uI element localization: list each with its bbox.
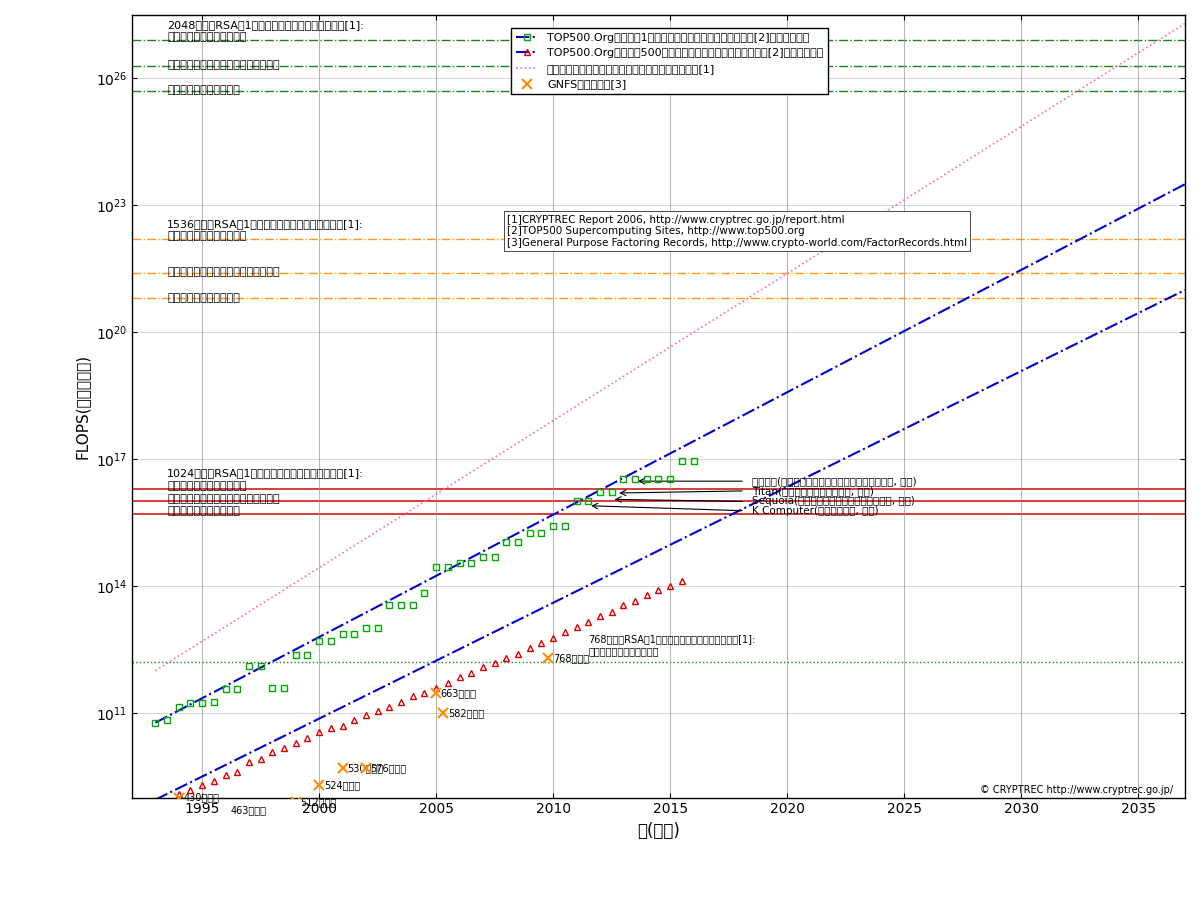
Text: 実メモリ制約有りの場合: 実メモリ制約有りの場合: [167, 481, 246, 491]
Y-axis label: FLOPS(ピーク性能): FLOPS(ピーク性能): [74, 354, 90, 459]
Text: 576ビット: 576ビット: [371, 763, 407, 773]
Text: 天河二号(天津国立スーパーコンピュータセンター, 中国): 天河二号(天津国立スーパーコンピュータセンター, 中国): [752, 476, 917, 486]
Legend: TOP500.Orgにおける1位のスーパーコンピューターの性能[2]とその外挿線, TOP500.Orgにおける500位のスーパーコンピューターの性能[2]とそ: TOP500.Orgにおける1位のスーパーコンピューターの性能[2]とその外挿線…: [511, 29, 828, 94]
Text: 実メモリ制約無しの場合: 実メモリ制約無しの場合: [167, 292, 240, 302]
Text: 524ビット: 524ビット: [324, 779, 360, 790]
Text: 430ビット: 430ビット: [184, 793, 220, 803]
Text: パラメータ選択による改善有りの場合: パラメータ選択による改善有りの場合: [167, 267, 280, 277]
X-axis label: 年(西暦): 年(西暦): [637, 822, 680, 840]
Text: Titan(オークリッジ国立研究所, 米国): Titan(オークリッジ国立研究所, 米国): [752, 486, 874, 496]
Text: 実メモリ制約無しの場合: 実メモリ制約無しの場合: [167, 507, 240, 517]
Text: 663ビット: 663ビット: [440, 688, 476, 698]
Text: 2048ビットRSAを1年間で解読するのに必要な性能[1]:: 2048ビットRSAを1年間で解読するのに必要な性能[1]:: [167, 20, 364, 30]
Text: © CRYPTREC http://www.cryptrec.go.jp/: © CRYPTREC http://www.cryptrec.go.jp/: [980, 786, 1174, 796]
Text: 実メモリ制約有りの場合: 実メモリ制約有りの場合: [167, 32, 246, 42]
Text: パラメータ選択による改善有りの場合: パラメータ選択による改善有りの場合: [167, 493, 280, 504]
Text: 530ビット: 530ビット: [347, 763, 383, 773]
Text: 582ビット: 582ビット: [448, 708, 484, 718]
Text: 768ビットRSAを1年間で解読するのに必要な性能[1]:
　実メモリ制約有りの場合: 768ビットRSAを1年間で解読するのに必要な性能[1]: 実メモリ制約有りの場…: [588, 634, 756, 656]
Text: 768ビット: 768ビット: [553, 652, 589, 663]
Text: 463ビット: 463ビット: [230, 806, 266, 815]
Text: 1024ビットRSAを1年間で解読するのに必要な性能[1]:: 1024ビットRSAを1年間で解読するのに必要な性能[1]:: [167, 468, 364, 478]
Text: 実メモリ制約有りの場合: 実メモリ制約有りの場合: [167, 231, 246, 241]
Text: [1]CRYPTREC Report 2006, http://www.cryptrec.go.jp/report.html
[2]TOP500 Superco: [1]CRYPTREC Report 2006, http://www.cryp…: [506, 214, 967, 248]
Text: K Computer(理化学研究所, 日本): K Computer(理化学研究所, 日本): [752, 506, 878, 516]
Text: 512ビット: 512ビット: [300, 796, 337, 806]
Text: 実メモリ制約無しの場合: 実メモリ制約無しの場合: [167, 86, 240, 95]
Text: Sequoia(ローレンス・リバモア国立研究所, 米国): Sequoia(ローレンス・リバモア国立研究所, 米国): [752, 497, 914, 507]
Text: 1536ビットRSAを1年間で解読するのに必要な性能[1]:: 1536ビットRSAを1年間で解読するのに必要な性能[1]:: [167, 219, 364, 229]
Text: パラメータ選択による改善有りの場合: パラメータ選択による改善有りの場合: [167, 60, 280, 70]
